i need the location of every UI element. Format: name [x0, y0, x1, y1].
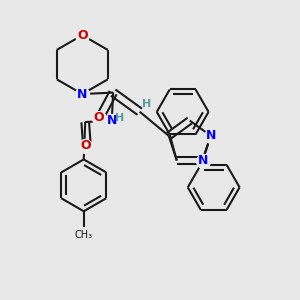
Text: CH₃: CH₃ — [75, 230, 93, 240]
Text: H: H — [115, 113, 124, 123]
Text: N: N — [77, 88, 88, 100]
Text: N: N — [197, 154, 208, 167]
Text: O: O — [94, 111, 104, 124]
Text: O: O — [77, 29, 88, 42]
Text: O: O — [80, 139, 91, 152]
Text: N: N — [206, 129, 216, 142]
Text: H: H — [142, 99, 152, 110]
Text: N: N — [106, 114, 117, 127]
